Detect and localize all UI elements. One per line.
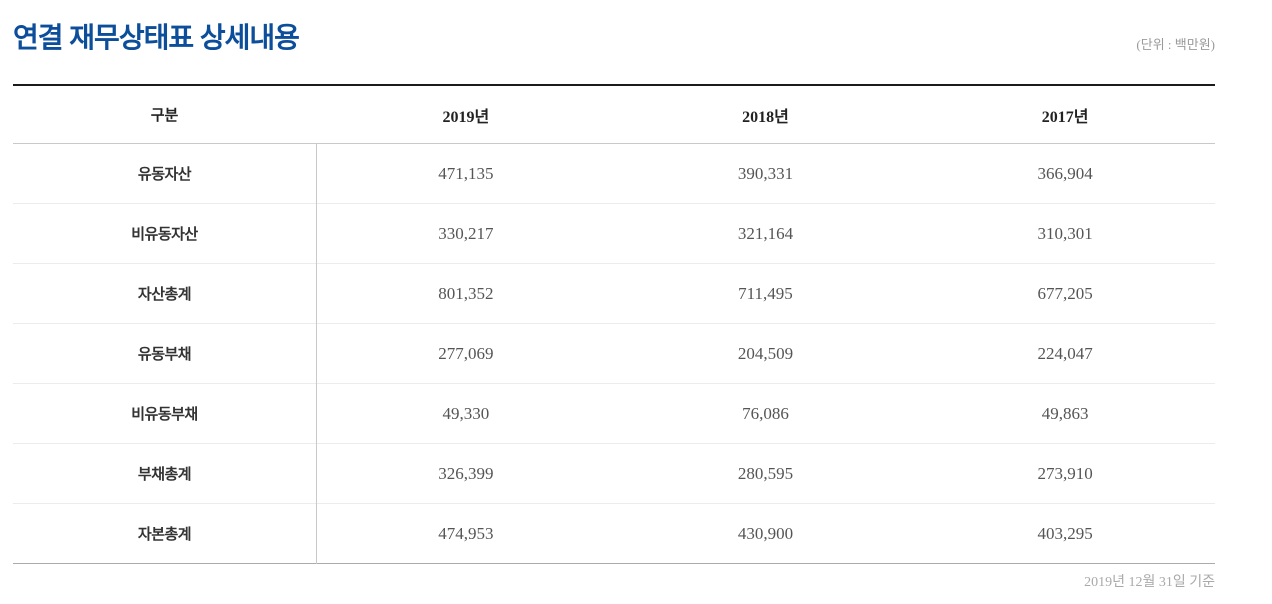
- page-title: 연결 재무상태표 상세내용: [13, 22, 300, 53]
- row-label: 비유동부채: [131, 406, 198, 423]
- section-header: 연결 재무상태표 상세내용 (단위 : 백만원): [13, 0, 1215, 56]
- table-row-current-liabilities: 유동부채 277,069 204,509 224,047: [13, 324, 1215, 384]
- cell-value: 677,205: [1037, 283, 1093, 303]
- table-row-current-assets: 유동자산 471,135 390,331 366,904: [13, 144, 1215, 204]
- unit-label: (단위 : 백만원): [1136, 37, 1215, 52]
- cell-value: 321,164: [737, 223, 794, 243]
- cell-value: 474,953: [438, 523, 494, 543]
- cell-value: 204,509: [737, 343, 794, 363]
- financial-statement-table: 구분 2019년 2018년 2017년 유동자산 471,135 390,33…: [13, 84, 1215, 564]
- cell-value: 310,301: [1037, 223, 1093, 243]
- row-label: 자본총계: [137, 526, 192, 543]
- cell-value: 801,352: [438, 283, 494, 303]
- content-area: 연결 재무상태표 상세내용 (단위 : 백만원) 구분 2019년 2018년 …: [13, 0, 1215, 591]
- table-row-total-assets: 자산총계 801,352 711,495 677,205: [13, 264, 1215, 324]
- header-cell-2019: 2019년: [442, 108, 490, 126]
- row-label: 유동자산: [137, 166, 192, 183]
- header-cell-2018: 2018년: [742, 108, 789, 126]
- table-row-noncurrent-assets: 비유동자산 330,217 321,164 310,301: [13, 204, 1215, 264]
- table-row-total-liabilities: 부채총계 326,399 280,595 273,910: [13, 444, 1215, 504]
- header-cell-2017: 2017년: [1041, 108, 1089, 126]
- cell-value: 49,863: [1041, 403, 1089, 423]
- table-row-noncurrent-liabilities: 비유동부채 49,330 76,086 49,863: [13, 384, 1215, 444]
- row-label: 비유동자산: [131, 226, 198, 243]
- cell-value: 366,904: [1037, 163, 1093, 183]
- cell-value: 49,330: [442, 403, 490, 423]
- cell-value: 390,331: [737, 163, 794, 183]
- table-header-row: 구분 2019년 2018년 2017년: [13, 86, 1215, 144]
- cell-value: 403,295: [1037, 523, 1093, 543]
- table-body: 유동자산 471,135 390,331 366,904 비유동자산 330,2…: [13, 144, 1215, 564]
- cell-value: 430,900: [737, 523, 794, 543]
- cell-value: 273,910: [1037, 463, 1093, 483]
- cell-value: 711,495: [738, 283, 793, 303]
- row-label: 유동부채: [137, 346, 192, 363]
- as-of-date-note: 2019년 12월 31일 기준: [1084, 575, 1215, 590]
- cell-value: 76,086: [742, 403, 789, 423]
- cell-value: 471,135: [438, 163, 494, 183]
- cell-value: 224,047: [1037, 343, 1093, 363]
- cell-value: 277,069: [438, 343, 494, 363]
- header-cell-category: 구분: [150, 107, 179, 124]
- cell-value: 280,595: [737, 463, 794, 483]
- row-label: 부채총계: [137, 466, 192, 483]
- cell-value: 326,399: [438, 463, 494, 483]
- row-label: 자산총계: [137, 286, 192, 303]
- table-row-total-equity: 자본총계 474,953 430,900 403,295: [13, 504, 1215, 564]
- cell-value: 330,217: [438, 223, 494, 243]
